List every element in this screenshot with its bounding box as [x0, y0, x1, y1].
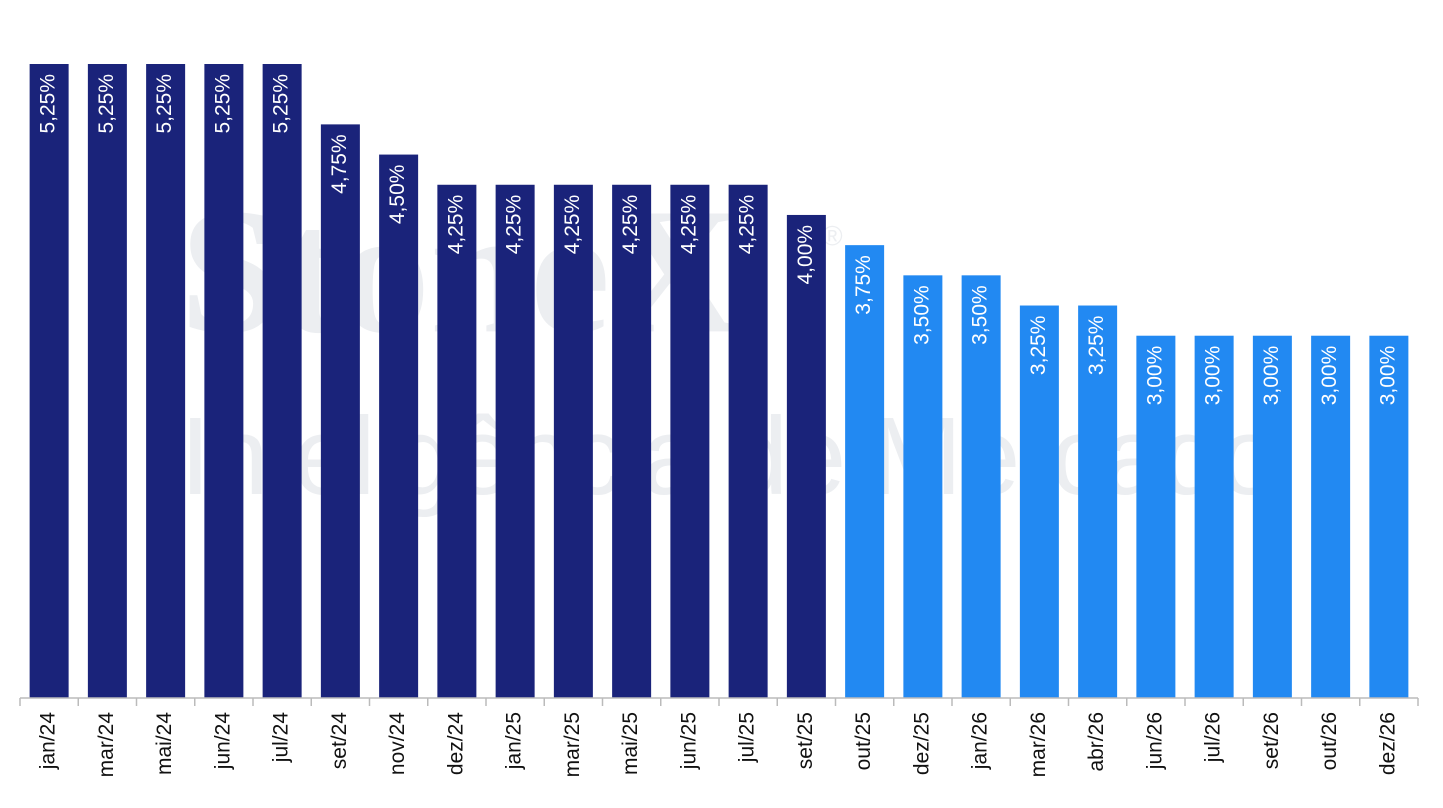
x-tick-label: mar/24: [95, 712, 118, 778]
x-tick-label: jul/24: [270, 712, 293, 764]
x-tick-label: nov/24: [386, 712, 409, 775]
bar: [146, 64, 186, 698]
bar: [961, 275, 1001, 698]
bar: [670, 184, 710, 698]
x-tick-label: dez/24: [444, 712, 467, 775]
x-tick-label: set/25: [794, 712, 817, 769]
value-label: 4,25%: [736, 195, 759, 255]
value-label: 3,00%: [1202, 346, 1225, 406]
watermark-mark: ®: [822, 220, 843, 251]
x-tick-label: dez/26: [1376, 712, 1399, 775]
x-tick-label: jun/26: [1143, 712, 1166, 770]
x-tick-label: mar/25: [561, 712, 584, 777]
bar: [612, 184, 652, 698]
bar: [1194, 335, 1234, 698]
value-label: 4,25%: [444, 195, 467, 255]
value-label: 4,00%: [794, 225, 817, 285]
x-tick-label: abr/26: [1085, 712, 1108, 772]
value-label: 3,00%: [1260, 346, 1283, 406]
x-tick-label: jan/24: [37, 712, 60, 771]
value-label: 4,75%: [328, 134, 351, 194]
x-tick-label: mai/24: [153, 712, 176, 775]
x-tick-label: dez/25: [910, 712, 933, 775]
bar: [553, 184, 593, 698]
value-label: 4,25%: [503, 195, 526, 255]
value-label: 5,25%: [211, 74, 234, 134]
bar: [1252, 335, 1292, 698]
x-tick-label: jan/26: [969, 712, 992, 770]
value-label: 3,00%: [1143, 346, 1166, 406]
value-label: 4,25%: [677, 195, 700, 255]
bar: [786, 214, 826, 698]
value-label: 4,50%: [386, 165, 409, 225]
bar: [1369, 335, 1409, 698]
value-label: 3,25%: [1027, 316, 1050, 376]
x-tick-label: set/26: [1260, 712, 1283, 769]
bar: [320, 124, 360, 698]
value-label: 3,00%: [1318, 346, 1341, 406]
x-tick-label: mai/25: [619, 712, 642, 775]
bar: [495, 184, 535, 698]
bar: [845, 245, 885, 698]
bar: [262, 64, 302, 698]
x-tick-label: out/25: [852, 712, 875, 770]
value-label: 3,75%: [852, 255, 875, 315]
value-label: 5,25%: [270, 74, 293, 134]
bar: [29, 64, 69, 698]
x-tick-label: jul/25: [736, 712, 759, 763]
x-tick-label: set/24: [328, 712, 351, 770]
bar: [903, 275, 943, 698]
bar: [1078, 305, 1118, 698]
x-tick-label: out/26: [1318, 712, 1341, 770]
value-label: 5,25%: [153, 74, 176, 134]
value-label: 3,50%: [910, 285, 933, 345]
x-tick-label: jun/25: [677, 712, 700, 770]
x-tick-label: mar/26: [1027, 712, 1050, 777]
value-label: 4,25%: [619, 195, 642, 255]
x-tick-label: jan/25: [503, 712, 526, 770]
value-label: 4,25%: [561, 195, 584, 255]
x-tick-label: jul/26: [1202, 712, 1225, 763]
bar: [437, 184, 477, 698]
bar: [204, 64, 244, 698]
x-tick-label: jun/24: [211, 712, 234, 771]
bar: [1311, 335, 1351, 698]
bar: [728, 184, 768, 698]
bar: [87, 64, 127, 698]
value-label: 3,00%: [1376, 346, 1399, 406]
value-label: 3,50%: [969, 285, 992, 345]
value-label: 5,25%: [37, 74, 60, 134]
bar: [1136, 335, 1176, 698]
bar: [379, 154, 419, 699]
value-label: 3,25%: [1085, 316, 1108, 376]
value-label: 5,25%: [95, 74, 118, 134]
bar: [1019, 305, 1059, 698]
